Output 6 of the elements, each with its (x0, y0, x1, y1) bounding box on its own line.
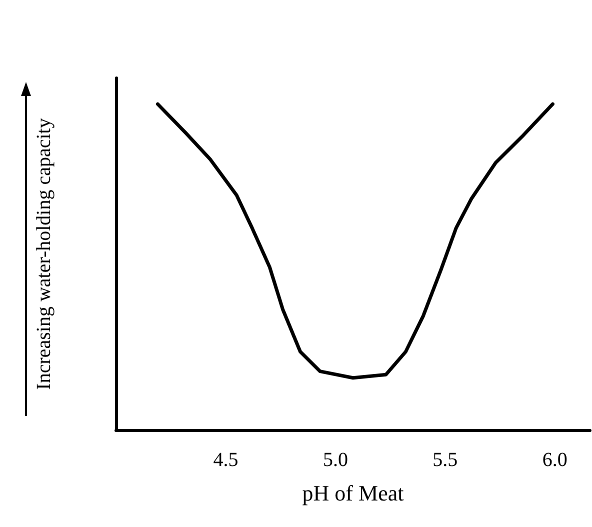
x-tick-label: 5.5 (432, 449, 458, 471)
x-tick-label: 6.0 (542, 449, 568, 471)
y-axis-title: Increasing water-holding capacity (33, 118, 55, 390)
x-axis-title: pH of Meat (302, 480, 404, 506)
x-tick-label: 4.5 (213, 449, 238, 471)
x-tick-label: 5.0 (322, 449, 348, 471)
